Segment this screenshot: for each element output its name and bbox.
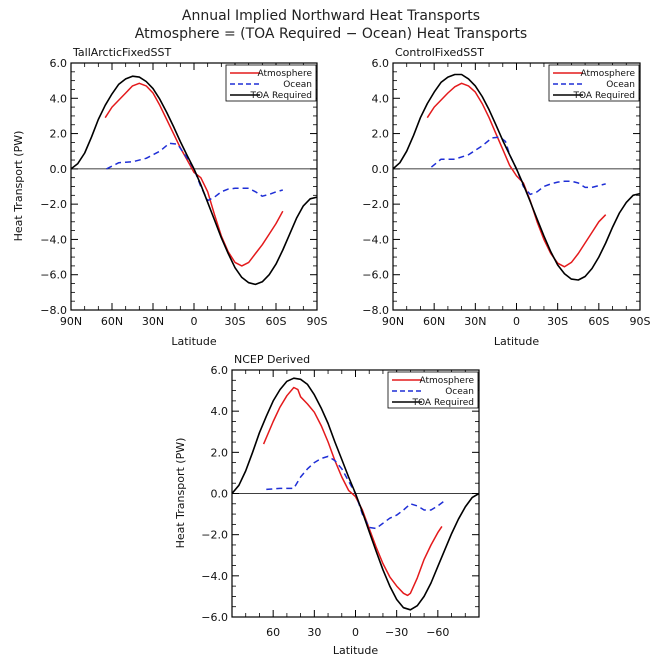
legend-label-atmosphere: Atmosphere (258, 69, 313, 79)
legend-label-toa-required: TOA Required (250, 91, 313, 101)
y-tick-label: 6.0 (50, 57, 68, 70)
x-tick-label: 0 (352, 626, 359, 639)
series-line-ocean (430, 136, 606, 196)
y-tick-label: 2.0 (50, 128, 68, 141)
y-axis-label: Heat Transport (PW) (174, 438, 187, 549)
y-tick-label: −2.0 (201, 529, 228, 542)
series-line-ocean (106, 142, 283, 202)
plot-frame (231, 369, 480, 618)
legend-label-ocean: Ocean (606, 80, 635, 90)
y-tick-label: 0.0 (211, 488, 229, 501)
plot-frame (70, 62, 318, 311)
x-tick-label: 60N (423, 315, 445, 328)
panel-control-fixed-sst: ControlFixedSST −8.0 −6.0 −4.0 −2.0 0.0 2.0 4.0… (362, 46, 650, 348)
y-tick-label: 4.0 (211, 405, 229, 418)
legend-label-ocean: Ocean (445, 387, 474, 397)
legend-label-atmosphere: Atmosphere (420, 376, 475, 386)
y-axis-label: Heat Transport (PW) (12, 131, 25, 242)
x-tick-label: 30N (464, 315, 486, 328)
x-tick-label: 90S (630, 315, 651, 328)
x-tick-label: 30 (307, 626, 321, 639)
x-tick-label: 90N (382, 315, 404, 328)
y-tick-label: −4.0 (201, 570, 228, 583)
y-tick-label: 6.0 (372, 57, 390, 70)
y-tick-label: −6.0 (201, 611, 228, 624)
y-tick-label: −8.0 (40, 304, 67, 317)
y-tick-label: −6.0 (40, 269, 67, 282)
x-tick-label: 30S (547, 315, 568, 328)
series-line-atmosphere (262, 386, 443, 597)
y-tick-label: −4.0 (40, 233, 67, 246)
y-tick-label: −8.0 (362, 304, 389, 317)
y-tick-label: −4.0 (362, 233, 389, 246)
series-line-toa-required (231, 377, 480, 611)
legend-label-toa-required: TOA Required (412, 398, 475, 408)
panel-title: NCEP Derived (234, 353, 310, 366)
y-tick-label: −6.0 (362, 269, 389, 282)
x-tick-label: 30N (142, 315, 164, 328)
legend-label-toa-required: TOA Required (573, 91, 636, 101)
y-tick-label: 4.0 (50, 92, 68, 105)
y-tick-label: 2.0 (372, 128, 390, 141)
x-axis-label: Latitude (333, 644, 379, 657)
panel-title: TallArcticFixedSST (72, 46, 171, 59)
series-line-atmosphere (104, 82, 284, 267)
x-tick-label: 60 (266, 626, 280, 639)
x-axis-label: Latitude (171, 335, 217, 348)
y-tick-label: −2.0 (362, 198, 389, 211)
x-tick-label: 60N (101, 315, 123, 328)
x-tick-label: −30 (385, 626, 408, 639)
panel-ncep-derived: NCEP Derived −6.0 −4.0 −2.0 0.0 2.0 4.0 6.0 60 30… (174, 353, 480, 657)
x-tick-label: 0 (191, 315, 198, 328)
series-line-toa-required (70, 75, 318, 286)
panel-tall-arctic-fixed-sst: TallArcticFixedSST −8.0 −6.0 −4.0 −2.0 0.0 2.0… (12, 46, 328, 348)
y-tick-label: 0.0 (372, 163, 390, 176)
figure-title-line-1: Annual Implied Northward Heat Transports (182, 8, 480, 24)
series-line-toa-required (392, 73, 641, 281)
y-tick-label: 4.0 (372, 92, 390, 105)
y-tick-label: 0.0 (50, 163, 68, 176)
plot-frame (392, 62, 641, 311)
x-tick-label: 60S (588, 315, 609, 328)
y-tick-label: 6.0 (211, 364, 229, 377)
x-tick-label: 0 (513, 315, 520, 328)
x-tick-label: 30S (225, 315, 246, 328)
legend-box (225, 64, 317, 102)
legend-label-ocean: Ocean (283, 80, 312, 90)
x-tick-label: 90S (307, 315, 328, 328)
x-tick-label: 90N (60, 315, 82, 328)
x-tick-label: 60S (266, 315, 287, 328)
legend-label-atmosphere: Atmosphere (581, 69, 636, 79)
x-axis-label: Latitude (494, 335, 540, 348)
y-tick-label: 2.0 (211, 446, 229, 459)
x-tick-label: −60 (426, 626, 449, 639)
panel-title: ControlFixedSST (395, 46, 484, 59)
series-line-atmosphere (426, 82, 607, 268)
figure-title-line-2: Atmosphere = (TOA Required − Ocean) Heat… (135, 26, 527, 42)
y-tick-label: −2.0 (40, 198, 67, 211)
